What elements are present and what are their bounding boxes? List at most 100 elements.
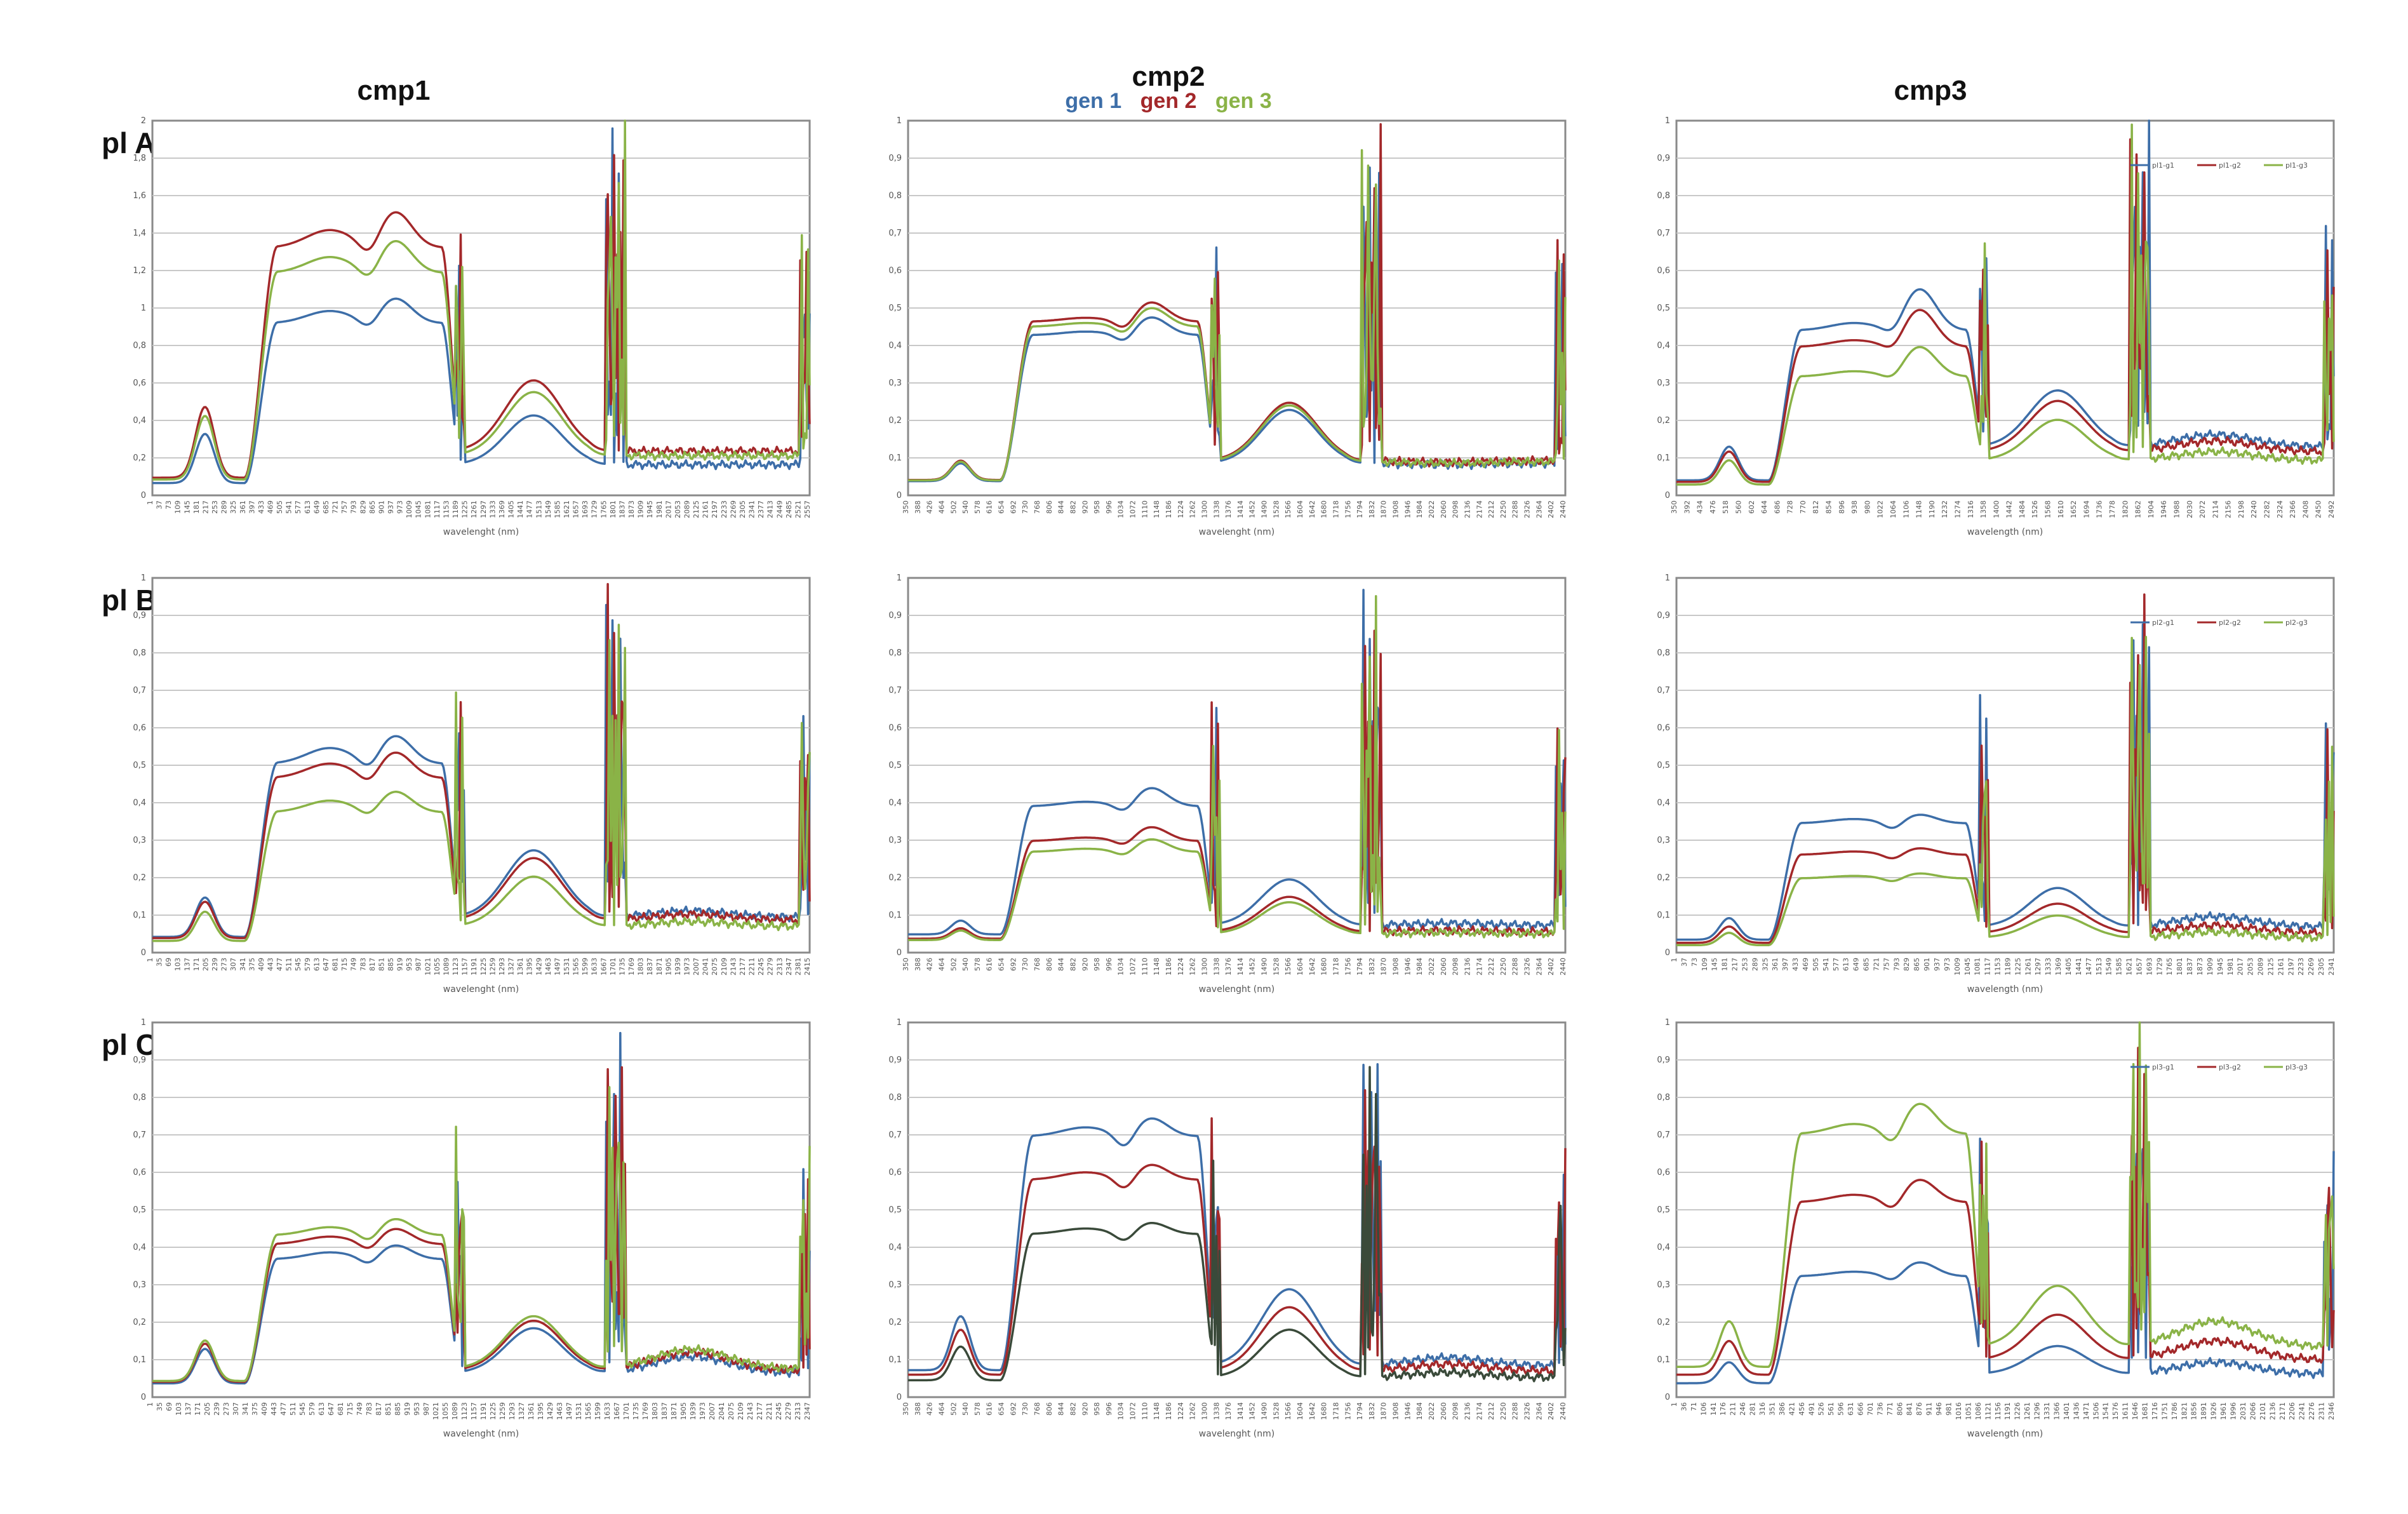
x-tick-label: 1604 xyxy=(1296,1402,1304,1420)
x-tick-label: 1064 xyxy=(1889,500,1897,518)
x-tick-label: 1477 xyxy=(526,500,534,518)
x-tick-label: 1946 xyxy=(1403,500,1412,518)
y-tick-label: 0,8 xyxy=(888,648,902,658)
x-tick-label: 783 xyxy=(365,1402,373,1416)
x-tick-label: 37 xyxy=(1680,958,1689,967)
x-tick-label: 307 xyxy=(229,958,237,971)
y-tick-label: 1,8 xyxy=(133,154,146,163)
x-tick-label: 1871 xyxy=(670,1402,678,1420)
x-tick-label: 1794 xyxy=(1356,958,1364,975)
x-tick-label: 1693 xyxy=(2145,958,2153,975)
x-tick-label: 829 xyxy=(1903,958,1911,971)
x-tick-label: 1021 xyxy=(432,1402,440,1420)
x-tick-label: 106 xyxy=(1699,1402,1708,1416)
chart-panel-p5: 0 0,1 0,2 0,3 0,4 0,5 0,6 0,7 0,8 0,9 1 350 388 426 46… xyxy=(819,572,1569,1003)
x-tick-label: 1497 xyxy=(553,958,561,975)
x-tick-label: 2408 xyxy=(2301,500,2310,518)
y-tick-label: 0,4 xyxy=(1657,1243,1670,1252)
x-axis-label: wavelenght (nm) xyxy=(1199,1429,1274,1439)
y-tick-label: 0,3 xyxy=(1657,1280,1670,1290)
x-tick-label: 1837 xyxy=(2186,958,2194,975)
x-tick-label: 426 xyxy=(926,500,934,514)
x-tick-label: 1189 xyxy=(2003,958,2012,975)
y-tick-label: 1 xyxy=(1665,1018,1670,1028)
x-tick-label: 2279 xyxy=(784,1402,793,1420)
x-tick-label: 1945 xyxy=(646,500,654,518)
y-tick-label: 0,2 xyxy=(888,1318,902,1327)
x-tick-label: 1599 xyxy=(581,958,589,975)
x-tick-label: 1996 xyxy=(2230,1402,2238,1420)
x-tick-label: 73 xyxy=(164,500,173,509)
x-tick-label: 1225 xyxy=(2014,958,2022,975)
x-tick-label: 1984 xyxy=(1415,1402,1424,1420)
x-tick-label: 730 xyxy=(1021,500,1029,514)
x-tick-label: 1463 xyxy=(556,1402,564,1420)
x-tick-label: 1259 xyxy=(498,1402,507,1420)
x-tick-label: 2440 xyxy=(1559,500,1567,518)
x-tick-label: 1110 xyxy=(1140,958,1149,975)
x-tick-label: 281 xyxy=(1749,1402,1757,1416)
x-tick-label: 817 xyxy=(375,1402,383,1416)
x-tick-label: 2198 xyxy=(2237,500,2245,518)
x-tick-label: 1484 xyxy=(2018,500,2026,518)
chart-panel-p9: 0 0,1 0,2 0,3 0,4 0,5 0,6 0,7 0,8 0,9 1 1 36 71 106 141… xyxy=(1588,1016,2337,1448)
x-tick-label: 1429 xyxy=(546,1402,554,1420)
x-tick-label: 1756 xyxy=(1344,958,1352,975)
x-tick-label: 1224 xyxy=(1177,958,1185,975)
series-line-gen2 xyxy=(1676,593,2335,944)
x-tick-label: 1395 xyxy=(537,1402,545,1420)
x-tick-label: 579 xyxy=(304,958,312,971)
y-tick-label: 0,1 xyxy=(133,911,146,920)
x-tick-label: 1946 xyxy=(2160,500,2168,518)
x-tick-label: 1333 xyxy=(488,500,497,518)
x-tick-label: 793 xyxy=(1892,958,1901,971)
y-tick-label: 1 xyxy=(1665,573,1670,583)
x-tick-label: 1051 xyxy=(1964,1402,1972,1420)
x-tick-label: 596 xyxy=(1837,1402,1845,1416)
x-tick-label: 817 xyxy=(368,958,377,971)
x-tick-label: 851 xyxy=(384,1402,392,1416)
y-tick-label: 0,6 xyxy=(133,1168,146,1177)
x-tick-label: 1361 xyxy=(516,958,525,975)
y-tick-label: 0,4 xyxy=(133,798,146,808)
x-tick-label: 1856 xyxy=(2190,1402,2198,1420)
y-tick-label: 0 xyxy=(141,491,146,500)
x-tick-label: 109 xyxy=(174,500,182,514)
row-label: pl C xyxy=(102,1028,157,1061)
x-tick-label: 1981 xyxy=(2226,958,2235,975)
x-tick-label: 1549 xyxy=(2105,958,2113,975)
x-tick-label: 844 xyxy=(1057,1402,1066,1416)
y-tick-label: 0,3 xyxy=(133,836,146,845)
x-tick-label: 181 xyxy=(192,500,201,514)
x-tick-label: 715 xyxy=(346,1402,354,1416)
x-tick-label: 1961 xyxy=(2219,1402,2228,1420)
legend-entry: pl3-g2 xyxy=(2219,1063,2241,1071)
x-tick-label: 577 xyxy=(1832,958,1840,971)
x-tick-label: 938 xyxy=(1850,500,1859,514)
x-tick-label: 1908 xyxy=(1392,1402,1400,1420)
x-tick-label: 1376 xyxy=(1224,958,1233,975)
y-tick-label: 0,2 xyxy=(133,1318,146,1327)
x-tick-label: 1891 xyxy=(2200,1402,2208,1420)
x-tick-label: 1327 xyxy=(507,958,516,975)
y-tick-label: 0,6 xyxy=(888,1168,902,1177)
x-tick-label: 1297 xyxy=(479,500,488,518)
x-tick-label: 1089 xyxy=(451,1402,459,1420)
x-tick-label: 1186 xyxy=(1165,958,1173,975)
x-tick-label: 325 xyxy=(229,500,237,514)
y-tick-label: 0,8 xyxy=(888,1093,902,1102)
x-axis-label: wavelenght (nm) xyxy=(1199,527,1274,537)
x-tick-label: 2250 xyxy=(1499,500,1508,518)
x-tick-label: 1358 xyxy=(1979,500,1988,518)
x-tick-label: 2109 xyxy=(737,1402,745,1420)
x-tick-label: 388 xyxy=(914,1402,922,1416)
x-tick-label: 681 xyxy=(337,1402,345,1416)
legend-gen1: gen 1 xyxy=(1065,89,1122,113)
x-tick-label: 1832 xyxy=(1368,958,1376,975)
x-tick-label: 2197 xyxy=(2287,958,2295,975)
x-tick-label: 1873 xyxy=(2196,958,2204,975)
x-tick-label: 1718 xyxy=(1332,1402,1340,1420)
x-tick-label: 613 xyxy=(312,958,321,971)
x-tick-label: 577 xyxy=(294,500,302,514)
x-tick-label: 666 xyxy=(1857,1402,1865,1416)
